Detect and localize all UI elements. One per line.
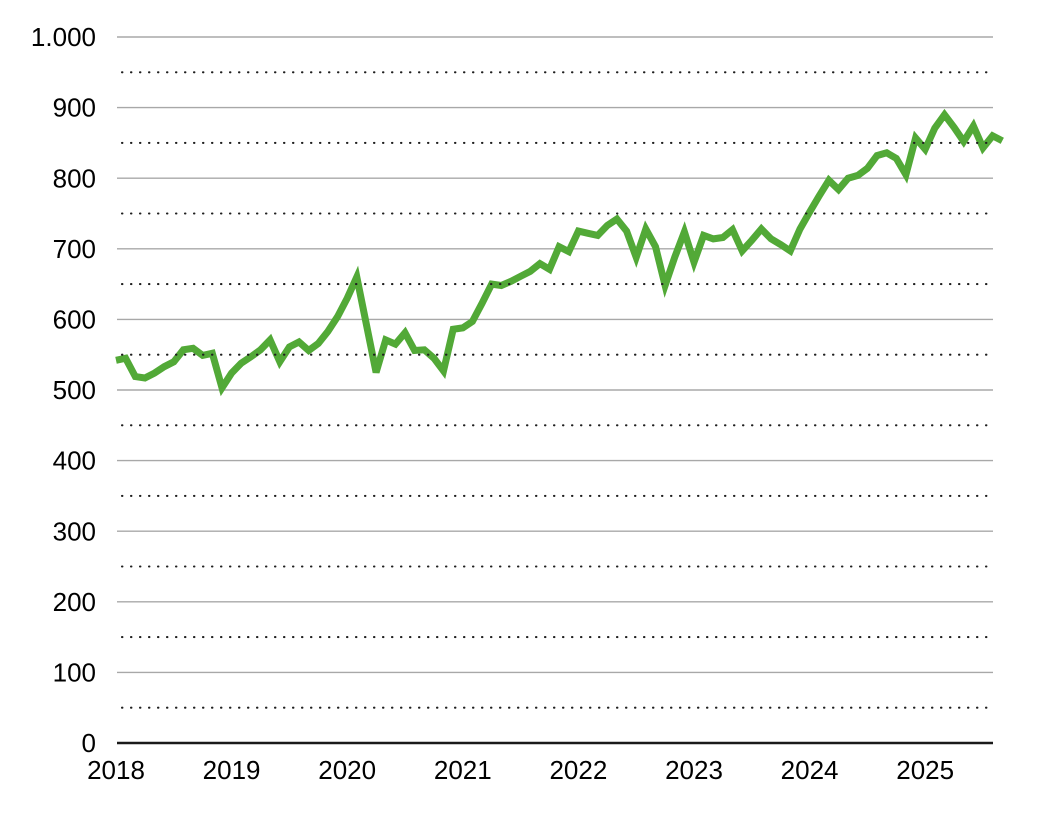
- y-tick-label: 1.000: [31, 22, 96, 52]
- x-tick-label: 2024: [781, 755, 839, 785]
- y-axis-labels: 0 100 200 300 400 500 600 700 800 900 1.000: [31, 22, 96, 758]
- x-tick-label: 2020: [318, 755, 376, 785]
- minor-gridlines: [120, 71, 992, 709]
- x-tick-label: 2025: [896, 755, 954, 785]
- x-tick-label: 2018: [87, 755, 145, 785]
- y-tick-label: 0: [82, 728, 96, 758]
- y-tick-label: 100: [53, 658, 96, 688]
- major-gridlines: [117, 36, 993, 745]
- y-tick-label: 800: [53, 163, 96, 193]
- x-tick-label: 2022: [549, 755, 607, 785]
- series-line-index-value: [115, 108, 1004, 397]
- x-axis-labels: 2018 2019 2020 2021 2022 2023 2024 2025: [87, 755, 954, 785]
- x-tick-label: 2019: [203, 755, 261, 785]
- x-tick-label: 2023: [665, 755, 723, 785]
- series-lines: [115, 108, 1004, 397]
- y-tick-label: 200: [53, 587, 96, 617]
- y-tick-label: 300: [53, 516, 96, 546]
- x-tick-label: 2021: [434, 755, 492, 785]
- y-tick-label: 700: [53, 234, 96, 264]
- y-tick-label: 600: [53, 305, 96, 335]
- y-tick-label: 900: [53, 93, 96, 123]
- y-tick-label: 500: [53, 375, 96, 405]
- y-tick-label: 400: [53, 446, 96, 476]
